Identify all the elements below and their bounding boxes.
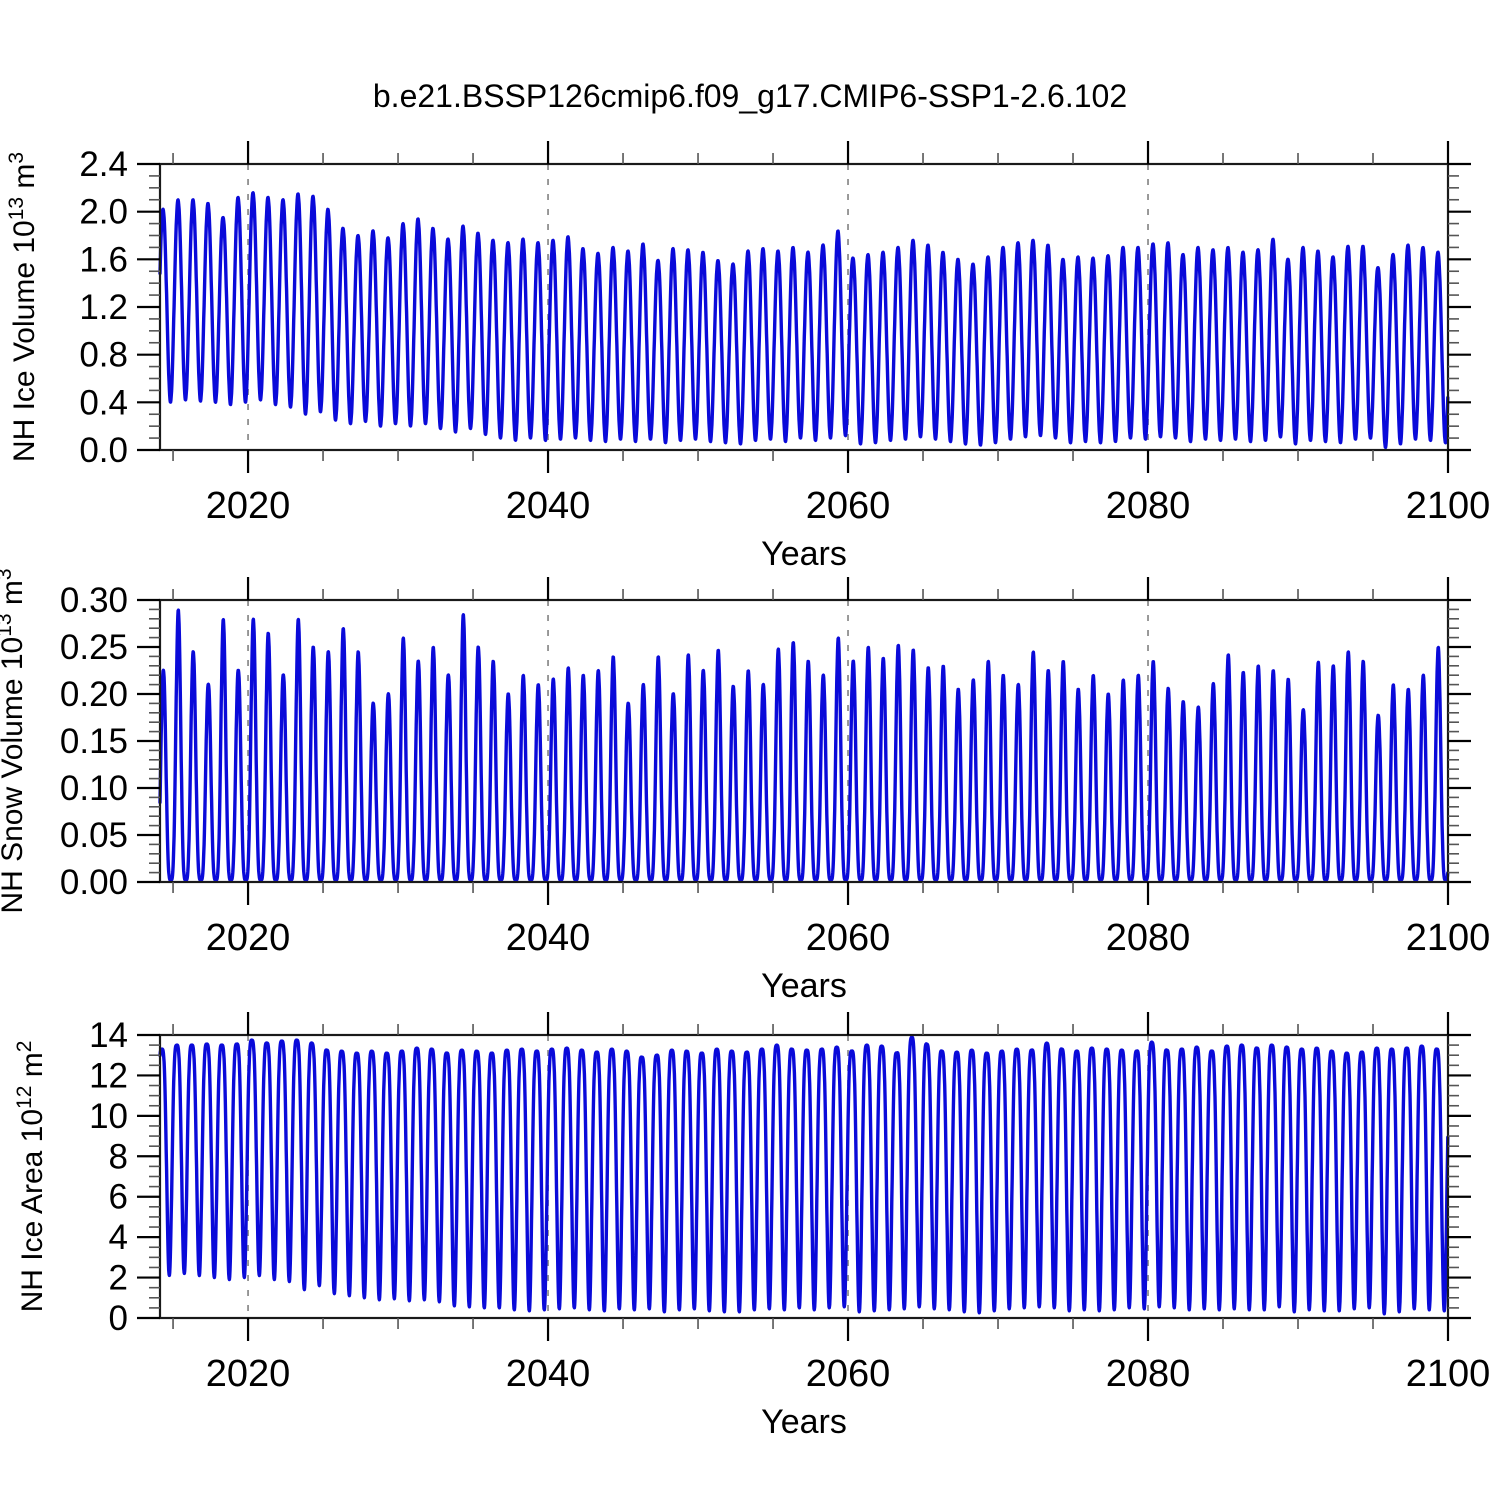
y-axis-title: NH Ice Area 1012​ m2​ xyxy=(13,1041,49,1313)
x-tick-label: 2080 xyxy=(1106,917,1191,959)
x-tick-label: 2020 xyxy=(206,485,291,527)
y-tick-label: 6 xyxy=(109,1178,128,1217)
y-tick-label: 4 xyxy=(109,1218,128,1257)
y-tick-label: 0.15 xyxy=(60,722,128,761)
x-tick-label: 2040 xyxy=(506,917,591,959)
y-tick-label: 10 xyxy=(89,1097,128,1136)
series-line-nh-snow-volume xyxy=(158,608,1450,882)
y-tick-label: 0.0 xyxy=(79,431,128,470)
axis-ticks xyxy=(137,577,1471,905)
y-tick-label: 2.4 xyxy=(79,145,128,184)
y-tick-label: 0.4 xyxy=(79,383,128,422)
x-tick-label: 2100 xyxy=(1406,485,1491,527)
series-line-nh-ice-volume xyxy=(158,191,1450,450)
series-line-nh-ice-area xyxy=(158,1035,1450,1316)
figure-title: b.e21.BSSP126cmip6.f09_g17.CMIP6-SSP1-2.… xyxy=(372,78,1128,114)
y-tick-label: 0.30 xyxy=(60,581,128,620)
y-tick-label: 2.0 xyxy=(79,193,128,232)
y-tick-label: 0.8 xyxy=(79,336,128,375)
y-axis-title: NH Ice Volume 1013​ m3​ xyxy=(5,152,41,462)
y-tick-label: 1.6 xyxy=(79,240,128,279)
axis-ticks xyxy=(137,1012,1471,1341)
panel-nh-snow-volume: 0.00 0.05 0.10 0.15 0.20 0.25 0.30 2020 2040 2060… xyxy=(0,568,1490,1005)
axis-ticks xyxy=(137,141,1471,473)
x-tick-label: 2040 xyxy=(506,1353,591,1395)
y-tick-label: 0.10 xyxy=(60,769,128,808)
x-tick-label: 2080 xyxy=(1106,1353,1191,1395)
y-tick-label: 1.2 xyxy=(79,288,128,327)
x-tick-label: 2060 xyxy=(806,1353,891,1395)
y-tick-label: 2 xyxy=(109,1259,128,1298)
x-axis-title: Years xyxy=(761,1403,847,1441)
y-tick-label: 8 xyxy=(109,1137,128,1176)
x-tick-label: 2100 xyxy=(1406,1353,1491,1395)
x-tick-label: 2060 xyxy=(806,917,891,959)
x-axis-title: Years xyxy=(761,967,847,1005)
y-tick-label: 14 xyxy=(89,1016,128,1055)
y-tick-label: 0.20 xyxy=(60,675,128,714)
x-tick-label: 2060 xyxy=(806,485,891,527)
y-tick-label: 0 xyxy=(109,1299,128,1338)
y-tick-label: 0.00 xyxy=(60,863,128,902)
y-axis-title: NH Snow Volume 1013​ m3​ xyxy=(0,568,29,913)
panel-nh-ice-volume: 0.0 0.4 0.8 1.2 1.6 2.0 2.4 2020 2040 2060 2080 210… xyxy=(5,141,1490,573)
x-tick-label: 2080 xyxy=(1106,485,1191,527)
x-tick-label: 2100 xyxy=(1406,917,1491,959)
x-tick-label: 2020 xyxy=(206,1353,291,1395)
x-axis-title: Years xyxy=(761,535,847,573)
y-tick-label: 0.05 xyxy=(60,816,128,855)
x-tick-label: 2020 xyxy=(206,917,291,959)
y-tick-label: 0.25 xyxy=(60,628,128,667)
x-tick-label: 2040 xyxy=(506,485,591,527)
y-tick-label: 12 xyxy=(89,1056,128,1095)
